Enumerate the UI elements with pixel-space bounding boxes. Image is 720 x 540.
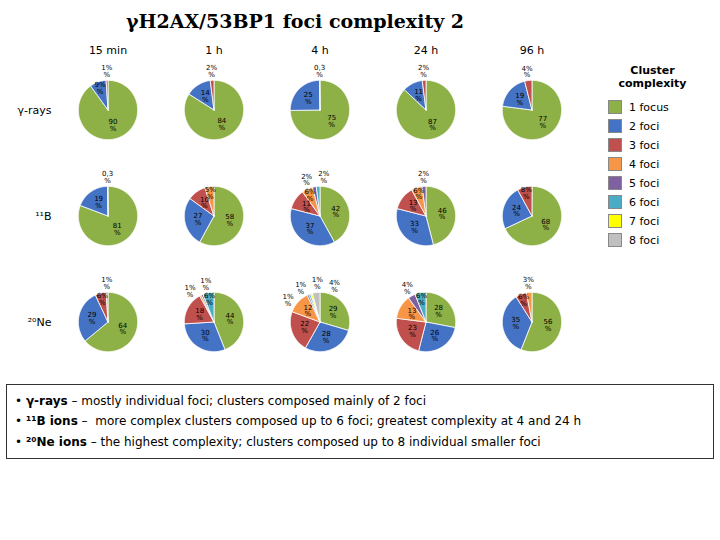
svg-text:8%%: 8%% [521,186,532,201]
svg-text:6%%: 6%% [305,188,316,203]
html-text:11: 11 [302,199,311,208]
svg-text:2%%: 2%% [318,170,329,185]
svg-text:11%: 11% [414,88,423,103]
svg-text:19%: 19% [94,195,103,210]
html-text:Cluster complexity: Cluster complexity [618,64,687,90]
svg-text:42%: 42% [331,205,340,220]
svg-text:0,3%: 0,3% [102,170,113,185]
svg-text:64%: 64% [118,322,127,337]
svg-text:81%: 81% [113,222,122,237]
html-text:7 foci: 7 foci [629,214,660,228]
svg-text:0,3%: 0,3% [314,64,325,79]
svg-text:6%%: 6%% [518,293,529,308]
svg-text:35%: 35% [511,316,520,331]
svg-text:4 h: 4 h [311,44,328,57]
svg-text:1%%: 1%% [312,276,323,291]
svg-text:1%%: 1%% [185,284,196,299]
svg-text:1%%: 1%% [200,277,211,292]
html-text:1 focus: 1 focus [629,100,669,114]
html-text:3 foci: 3 foci [629,138,660,152]
svg-text:1%%: 1%% [101,64,112,79]
svg-text:4%%: 4%% [522,65,533,80]
svg-text:12%: 12% [303,304,312,319]
svg-text:14%: 14% [201,89,210,104]
svg-text:6%%: 6%% [413,187,424,202]
svg-text:24%: 24% [512,204,521,219]
svg-text:1 h: 1 h [205,44,222,57]
svg-text:26%: 26% [430,329,439,344]
svg-text:87%: 87% [428,118,437,133]
svg-text:2%%: 2%% [418,170,429,185]
html-text:4 foci: 4 foci [629,157,660,171]
html-text:10: 10 [199,195,209,204]
svg-text:2%%: 2%% [301,173,312,188]
html-text:6 foci: 6 foci [629,195,660,209]
svg-text:22%: 22% [300,320,309,335]
html-text:8 foci: 8 foci [629,233,660,247]
svg-text:4%%: 4%% [402,281,413,296]
html-text:• ¹¹B ions – more complex clus: • ¹¹B ions – more complex clusters compo… [15,414,582,429]
svg-text:2%%: 2%% [206,64,217,79]
html-text:2 foci: 2 foci [629,119,660,133]
svg-text:6%%: 6%% [204,292,215,307]
svg-text:¹¹B: ¹¹B [35,210,51,223]
svg-text:²⁰Ne: ²⁰Ne [28,316,52,329]
svg-text:46%: 46% [438,207,447,222]
svg-text:77%: 77% [538,115,547,130]
svg-text:30%: 30% [201,329,210,344]
svg-text:28%: 28% [322,330,331,345]
svg-text:5%%: 5%% [205,186,216,201]
svg-text:44%: 44% [226,312,235,327]
html-text:5 foci: 5 foci [629,176,660,190]
svg-text:9%%: 9%% [95,81,106,96]
html-text:• γ-rays – mostly individual f: • γ-rays – mostly individual foci; clust… [15,394,426,408]
svg-text:13%: 13% [407,306,416,321]
svg-text:18%: 18% [195,307,204,322]
svg-text:1%%: 1%% [282,293,293,308]
html-text:13: 13 [408,198,418,207]
svg-text:84%: 84% [217,117,226,132]
svg-text:27%: 27% [194,212,203,227]
svg-text:15 min: 15 min [89,44,127,57]
svg-text:4%%: 4%% [329,279,340,294]
svg-text:24 h: 24 h [414,44,438,57]
svg-text:γ-rays: γ-rays [18,104,52,117]
svg-text:19%: 19% [515,92,524,107]
svg-text:6%%: 6%% [97,292,108,307]
svg-text:33%: 33% [410,220,419,235]
svg-text:75%: 75% [327,114,336,129]
svg-text:2%%: 2%% [418,64,429,79]
svg-text:3%%: 3%% [523,276,534,291]
svg-text:56%: 56% [544,318,553,333]
svg-text:28%: 28% [434,304,443,319]
svg-text:1%%: 1%% [295,281,306,296]
svg-text:58%: 58% [225,213,234,228]
svg-text:90%: 90% [109,118,118,133]
svg-text:37%: 37% [306,222,315,237]
html-text:• ²⁰Ne ions – the highest comp: • ²⁰Ne ions – the highest complexity; cl… [15,434,541,449]
svg-text:96 h: 96 h [520,44,544,57]
svg-text:68%: 68% [541,218,550,233]
html-text:γH2AX/53BP1 foci complexity 2: γH2AX/53BP1 foci complexity 2 [125,10,465,32]
svg-text:29%: 29% [88,311,97,326]
svg-text:1%%: 1%% [101,276,112,291]
svg-text:25%: 25% [304,91,313,106]
svg-text:23%: 23% [408,324,417,339]
svg-text:29%: 29% [329,305,338,320]
svg-text:6%%: 6%% [416,292,427,307]
